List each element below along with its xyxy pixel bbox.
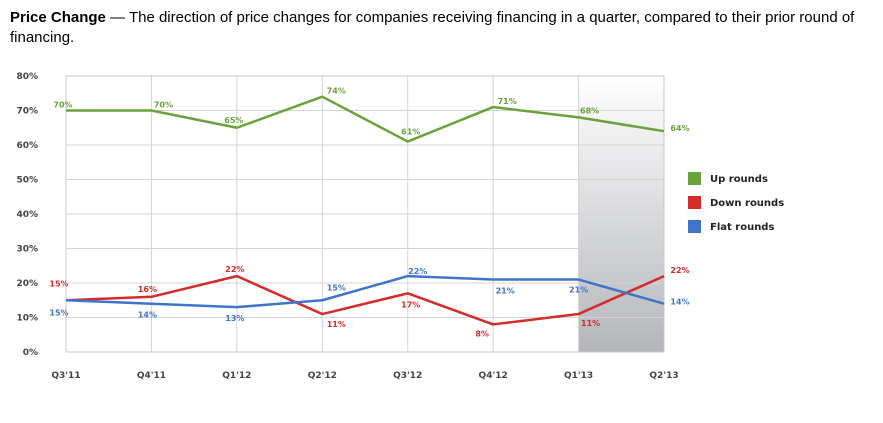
data-label-down-rounds: 11% <box>327 320 346 329</box>
data-label-up-rounds: 71% <box>498 97 517 106</box>
legend-label: Down rounds <box>710 198 784 209</box>
data-label-down-rounds: 17% <box>401 300 420 309</box>
x-tick-label: Q4'11 <box>137 371 166 381</box>
legend-label: Flat rounds <box>710 222 774 233</box>
legend-label: Up rounds <box>710 174 768 185</box>
series-line-down-rounds <box>65 274 665 326</box>
data-label-flat-rounds: 14% <box>138 311 157 320</box>
data-label-down-rounds: 16% <box>138 285 157 294</box>
caption-title: Price Change <box>10 9 106 26</box>
legend-swatch-down-rounds <box>688 196 701 209</box>
data-label-down-rounds: 11% <box>581 319 600 328</box>
x-tick-label: Q1'13 <box>564 371 593 381</box>
x-tick-label: Q2'12 <box>308 371 337 381</box>
data-label-down-rounds: 15% <box>49 279 68 288</box>
y-tick-label: 20% <box>16 279 38 289</box>
data-label-flat-rounds: 21% <box>569 286 588 295</box>
data-label-up-rounds: 65% <box>224 116 243 125</box>
y-tick-label: 40% <box>16 210 38 220</box>
x-tick-label: Q1'12 <box>222 371 251 381</box>
y-tick-label: 50% <box>16 176 38 186</box>
data-label-flat-rounds: 22% <box>408 267 427 276</box>
legend-swatch-flat-rounds <box>688 220 701 233</box>
y-tick-label: 70% <box>16 107 38 117</box>
x-tick-label: Q3'12 <box>393 371 422 381</box>
data-label-flat-rounds: 13% <box>225 314 244 323</box>
plot-border <box>65 75 665 353</box>
legend-swatch-up-rounds <box>688 172 701 185</box>
data-label-up-rounds: 68% <box>580 106 599 115</box>
data-label-up-rounds: 70% <box>154 101 173 110</box>
data-label-up-rounds: 70% <box>53 101 72 110</box>
data-label-up-rounds: 64% <box>670 124 689 133</box>
data-label-flat-rounds: 15% <box>327 283 346 292</box>
chart-caption: Price Change — The direction of price ch… <box>10 8 870 48</box>
data-label-down-rounds: 8% <box>475 329 489 338</box>
data-label-up-rounds: 61% <box>401 128 420 137</box>
x-tick-label: Q4'12 <box>479 371 508 381</box>
caption-text: — The direction of price changes for com… <box>10 9 855 46</box>
x-tick-label: Q3'11 <box>51 371 80 381</box>
data-label-down-rounds: 22% <box>670 266 689 275</box>
y-tick-label: 60% <box>16 141 38 151</box>
y-tick-label: 10% <box>16 314 38 324</box>
y-tick-label: 30% <box>16 245 38 255</box>
data-label-flat-rounds: 14% <box>670 298 689 307</box>
data-label-flat-rounds: 15% <box>49 308 68 317</box>
series-line-flat-rounds <box>65 274 665 309</box>
y-tick-label: 80% <box>16 72 38 82</box>
data-label-up-rounds: 74% <box>327 87 346 96</box>
x-tick-label: Q2'13 <box>649 371 678 381</box>
series-line-up-rounds <box>66 95 665 143</box>
data-label-flat-rounds: 21% <box>496 287 515 296</box>
y-tick-label: 0% <box>23 348 38 358</box>
data-label-down-rounds: 22% <box>225 265 244 274</box>
